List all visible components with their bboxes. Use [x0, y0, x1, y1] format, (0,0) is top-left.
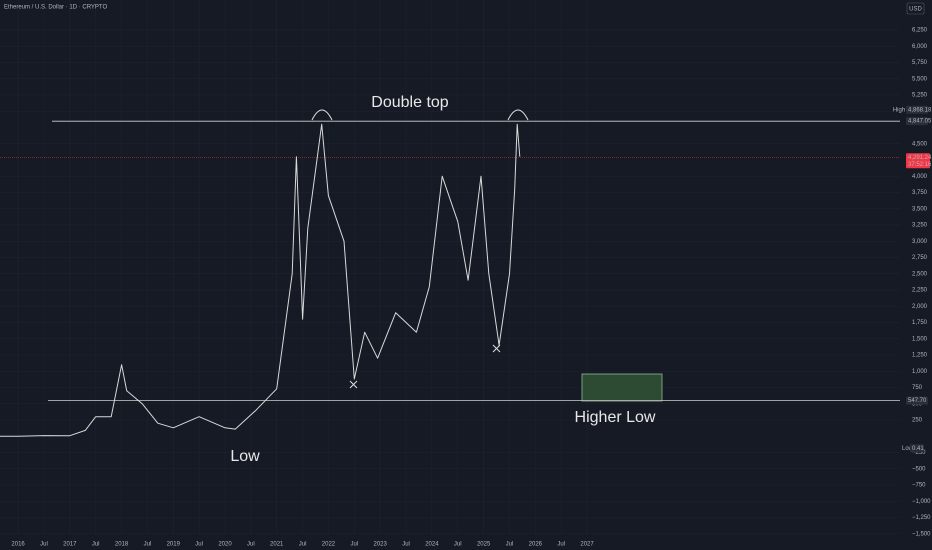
y-tick-label: 2,500 — [912, 271, 928, 277]
high-value: 4,868.18 — [908, 107, 932, 113]
low-label: Low — [902, 446, 914, 452]
x-tick-label: 2018 — [115, 542, 129, 548]
high-tag — [906, 105, 928, 114]
x-tick-label: 2019 — [167, 542, 181, 548]
last-price-tag — [906, 153, 930, 169]
x-tick-label: Jul — [350, 542, 358, 548]
y-tick-label: 4,000 — [912, 174, 928, 180]
low-tag — [910, 444, 924, 453]
x-tick-label: 2016 — [11, 542, 25, 548]
y-tick-label: 3,250 — [912, 223, 928, 229]
x-tick-label: 2020 — [218, 542, 232, 548]
level-label: 4,847.05 — [908, 119, 932, 125]
annotation: Double top — [371, 94, 448, 111]
y-tick-label: −500 — [912, 466, 926, 472]
grid — [0, 0, 900, 535]
y-tick-label: 1,250 — [912, 353, 928, 359]
price-axis — [900, 0, 932, 550]
symbol-title: Ethereum / U.S. Dollar · 1D · CRYPTO — [4, 5, 107, 11]
y-tick-label: 2,250 — [912, 288, 928, 294]
y-tick-label: 5,500 — [912, 76, 928, 82]
y-tick-label: 250 — [912, 418, 923, 424]
x-tick-label: Jul — [506, 542, 514, 548]
y-tick-label: 750 — [912, 385, 923, 391]
y-tick-label: 6,000 — [912, 44, 928, 50]
x-tick-label: 2025 — [477, 542, 491, 548]
y-tick-label: 1,000 — [912, 369, 928, 375]
y-tick-label: 1,500 — [912, 336, 928, 342]
y-tick-label: −1,250 — [912, 515, 931, 521]
low-value: 0.41 — [912, 446, 924, 452]
y-tick-label: 3,750 — [912, 190, 928, 196]
y-tick-label: −1,500 — [912, 531, 931, 537]
last-price-label: 4,291.24 — [908, 155, 932, 161]
x-tick-label: 2027 — [580, 542, 594, 548]
currency: USD — [909, 7, 922, 13]
level-tag — [906, 396, 928, 405]
x-tick-label: 2026 — [529, 542, 543, 548]
y-tick-label: −250 — [912, 450, 926, 456]
top-arc — [311, 109, 333, 121]
x-tick-label: 2021 — [270, 542, 284, 548]
annotation: Low — [230, 448, 260, 465]
x-tick-label: Jul — [92, 542, 100, 548]
level-label: 547.70 — [908, 398, 927, 404]
axis-labels: −1,500−1,250−1,000−750−500−2502505007501… — [11, 28, 932, 548]
price-line — [0, 123, 521, 437]
y-tick-label: 5,250 — [912, 93, 928, 99]
y-tick-label: −750 — [912, 483, 926, 489]
x-tick-label: 2024 — [425, 542, 439, 548]
y-tick-label: 6,250 — [912, 28, 928, 34]
y-tick-label: −1,000 — [912, 499, 931, 505]
x-tick-label: 2022 — [322, 542, 336, 548]
low-cross — [492, 344, 501, 353]
x-tick-label: Jul — [195, 542, 203, 548]
y-tick-label: 4,500 — [912, 141, 928, 147]
plot — [0, 120, 900, 437]
low-cross — [349, 380, 358, 389]
y-tick-label: 3,000 — [912, 239, 928, 245]
countdown: 37:52:16 — [908, 162, 932, 168]
y-tick-label: 2,000 — [912, 304, 928, 310]
high-label: High — [893, 107, 905, 113]
annotation: Higher Low — [575, 409, 656, 426]
x-tick-label: 2017 — [63, 542, 77, 548]
x-tick-label: 2023 — [373, 542, 387, 548]
y-tick-label: 5,750 — [912, 60, 928, 66]
top-arc — [507, 109, 529, 121]
currency-box — [906, 2, 925, 15]
x-tick-label: Jul — [299, 542, 307, 548]
x-tick-label: Jul — [454, 542, 462, 548]
y-tick-label: 1,750 — [912, 320, 928, 326]
x-tick-label: Jul — [557, 542, 565, 548]
x-tick-label: Jul — [402, 542, 410, 548]
x-tick-label: Jul — [144, 542, 152, 548]
y-tick-label: 3,500 — [912, 206, 928, 212]
x-tick-label: Jul — [40, 542, 48, 548]
y-tick-label: 2,750 — [912, 255, 928, 261]
level-tag — [906, 117, 928, 126]
higher-low-zone — [581, 373, 663, 402]
x-tick-label: Jul — [247, 542, 255, 548]
